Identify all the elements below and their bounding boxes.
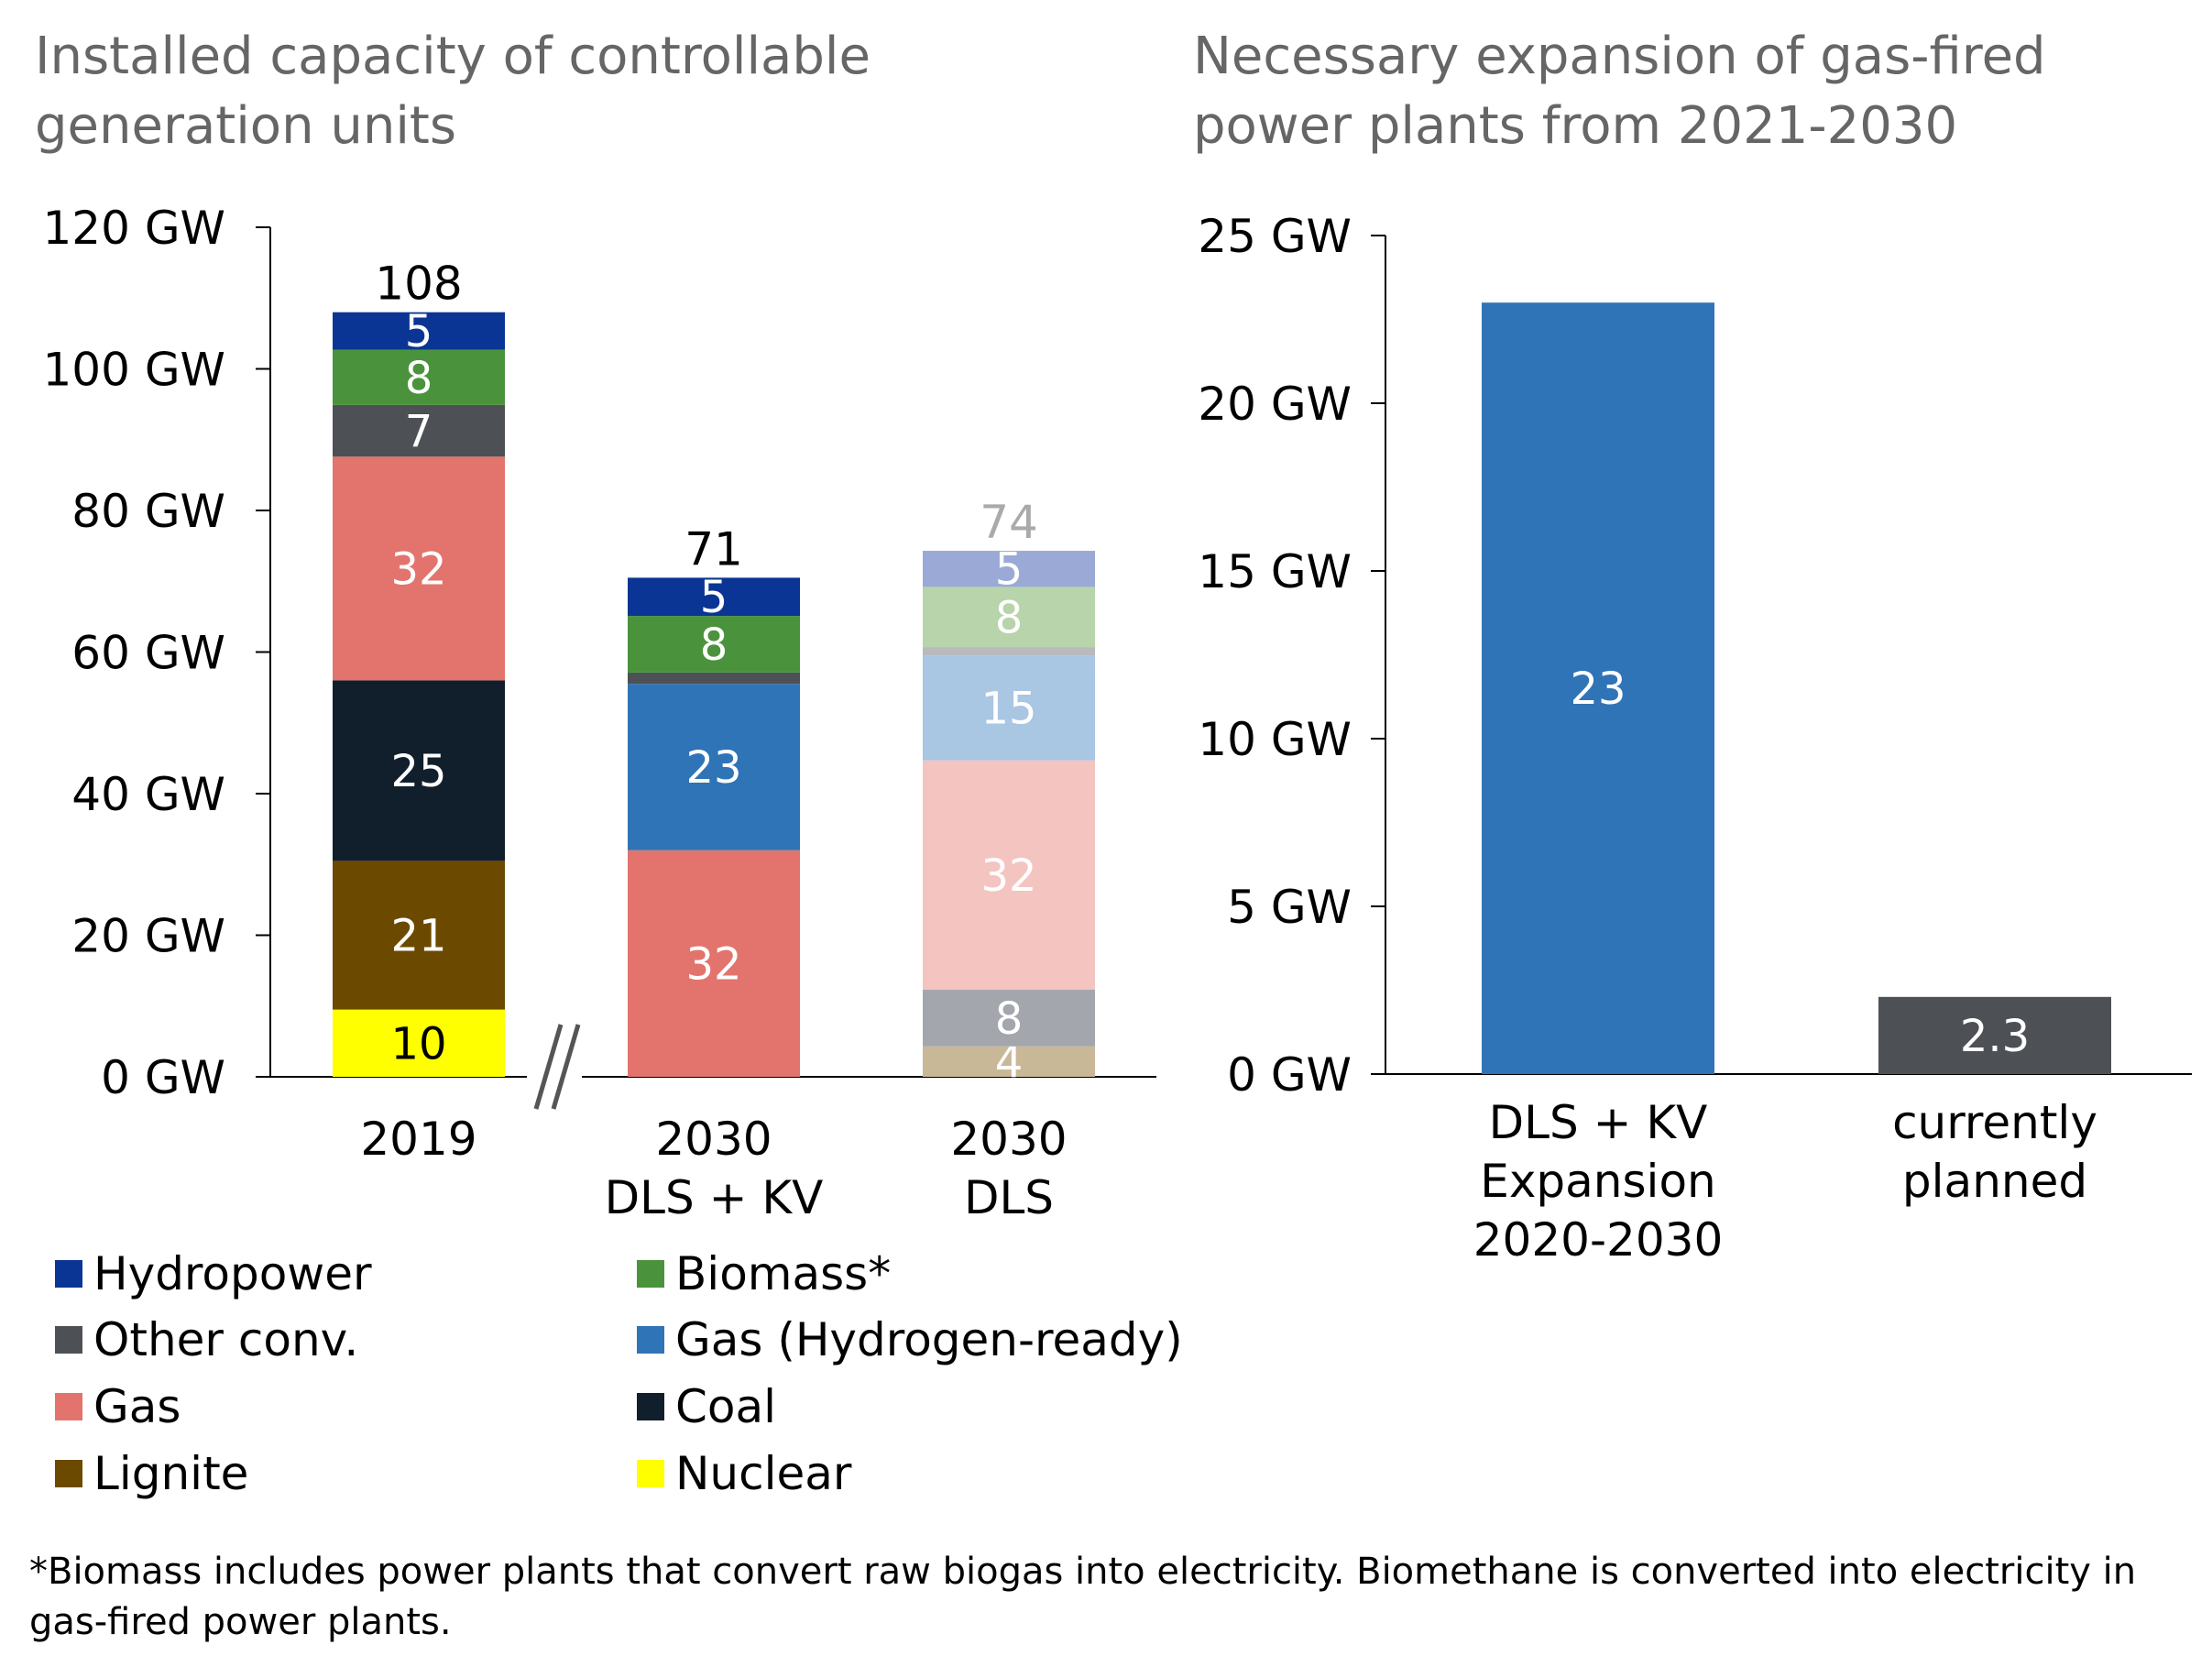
bar-segment [628, 577, 800, 617]
bar-segment [923, 655, 1095, 761]
bar-segment [923, 989, 1095, 1047]
bar-segment [333, 680, 505, 861]
data-label: 25 [390, 746, 446, 797]
x-tick-label: 2030 [950, 1113, 1067, 1166]
bar-segment [628, 850, 800, 1077]
axis-break-mark [551, 1024, 581, 1110]
data-label: 15 [980, 684, 1036, 735]
data-label: 5 [405, 306, 433, 357]
left-y-tick-label: 80 GW [71, 485, 225, 538]
legend-swatch [55, 1260, 82, 1288]
footnote: *Biomass includes power plants that conv… [29, 1551, 2137, 1643]
data-label: 8 [995, 592, 1024, 643]
legend-label: Biomass* [675, 1247, 892, 1300]
axis-break-mark [533, 1024, 564, 1110]
bar-segment [628, 672, 800, 685]
bar-segment [923, 587, 1095, 648]
legend-item-coal: Coal [637, 1375, 776, 1439]
data-label: 5 [995, 544, 1024, 596]
legend: Hydropower Biomass* Other conv. Gas (Hyd… [55, 1242, 1246, 1508]
legend-swatch [55, 1393, 82, 1420]
data-label: 32 [390, 543, 446, 595]
x-tick-label: 2020-2030 [1473, 1213, 1724, 1267]
left-y-tick-label: 0 GW [101, 1051, 225, 1104]
left-chart-title: Installed capacity of controllable gener… [35, 27, 871, 156]
legend-label: Gas [93, 1380, 181, 1433]
right-y-tick-label: 20 GW [1198, 378, 1352, 431]
bar-segment [333, 861, 505, 1010]
legend-label: Gas (Hydrogen-ready) [675, 1313, 1183, 1366]
data-label: 5 [700, 572, 728, 623]
bar-segment [333, 312, 505, 350]
bar-segment [923, 760, 1095, 990]
x-tick-label: planned [1902, 1155, 2087, 1208]
right-y-tick-label: 10 GW [1198, 713, 1352, 766]
data-label: 7 [405, 406, 433, 457]
legend-item-biomass: Biomass* [637, 1242, 891, 1306]
legend-swatch [55, 1326, 82, 1354]
right-y-tick-label: 5 GW [1227, 881, 1352, 934]
bar-segment [923, 647, 1095, 656]
legend-label: Nuclear [675, 1447, 852, 1500]
data-label: 21 [390, 911, 446, 962]
data-label: 32 [980, 850, 1036, 902]
legend-swatch [55, 1460, 82, 1487]
legend-item-gas: Gas [55, 1375, 181, 1439]
left-y-tick-label: 100 GW [42, 344, 225, 397]
x-tick-label: DLS + KV [1489, 1096, 1708, 1149]
total-label: 74 [980, 496, 1038, 549]
legend-swatch [637, 1393, 664, 1420]
x-tick-label: Expansion [1480, 1155, 1715, 1208]
right-chart-title: Necessary expansion of gas-fired power p… [1193, 27, 2046, 156]
data-label: 8 [700, 620, 728, 671]
x-tick-label: currently [1892, 1096, 2097, 1149]
legend-item-gas-hydrogen-ready: Gas (Hydrogen-ready) [637, 1308, 1183, 1372]
data-label: 2.3 [1960, 1011, 2030, 1062]
legend-item-other-conv: Other conv. [55, 1308, 358, 1372]
bar-segment [628, 616, 800, 673]
legend-label: Other conv. [93, 1313, 359, 1366]
legend-label: Coal [675, 1380, 777, 1433]
right-y-tick-label: 15 GW [1198, 545, 1352, 598]
legend-swatch [637, 1326, 664, 1354]
right-y-tick-label: 0 GW [1227, 1048, 1352, 1102]
data-label: 8 [405, 353, 433, 404]
x-tick-label: DLS + KV [605, 1171, 824, 1224]
left-y-tick-label: 20 GW [71, 910, 225, 963]
data-label: 32 [685, 938, 741, 990]
data-label: 10 [390, 1018, 446, 1069]
bar [1878, 996, 2111, 1074]
left-y-tick-label: 120 GW [42, 202, 225, 255]
left-y-tick-label: 60 GW [71, 627, 225, 680]
legend-item-hydropower: Hydropower [55, 1242, 372, 1306]
bar-segment [333, 349, 505, 405]
total-label: 71 [684, 522, 743, 576]
bar-segment [333, 404, 505, 457]
data-label: 23 [685, 742, 741, 794]
right-y-tick-label: 25 GW [1198, 210, 1352, 263]
legend-item-nuclear: Nuclear [637, 1442, 851, 1506]
legend-label: Lignite [93, 1447, 249, 1500]
legend-item-lignite: Lignite [55, 1442, 248, 1506]
data-label: 23 [1570, 663, 1626, 715]
x-tick-label: 2030 [655, 1113, 772, 1166]
total-label: 108 [375, 258, 462, 311]
x-tick-label: 2019 [360, 1113, 476, 1166]
bar [1482, 302, 1714, 1074]
bar-segment [923, 551, 1095, 587]
bar-segment [333, 1009, 505, 1077]
bar-segment [628, 684, 800, 850]
data-label: 8 [995, 993, 1024, 1045]
bar-segment [333, 456, 505, 681]
left-y-tick-label: 40 GW [71, 768, 225, 821]
x-tick-label: DLS [964, 1171, 1054, 1224]
legend-swatch [637, 1260, 664, 1288]
legend-label: Hydropower [93, 1247, 372, 1300]
legend-swatch [637, 1460, 664, 1487]
bar-segment [923, 1046, 1095, 1077]
